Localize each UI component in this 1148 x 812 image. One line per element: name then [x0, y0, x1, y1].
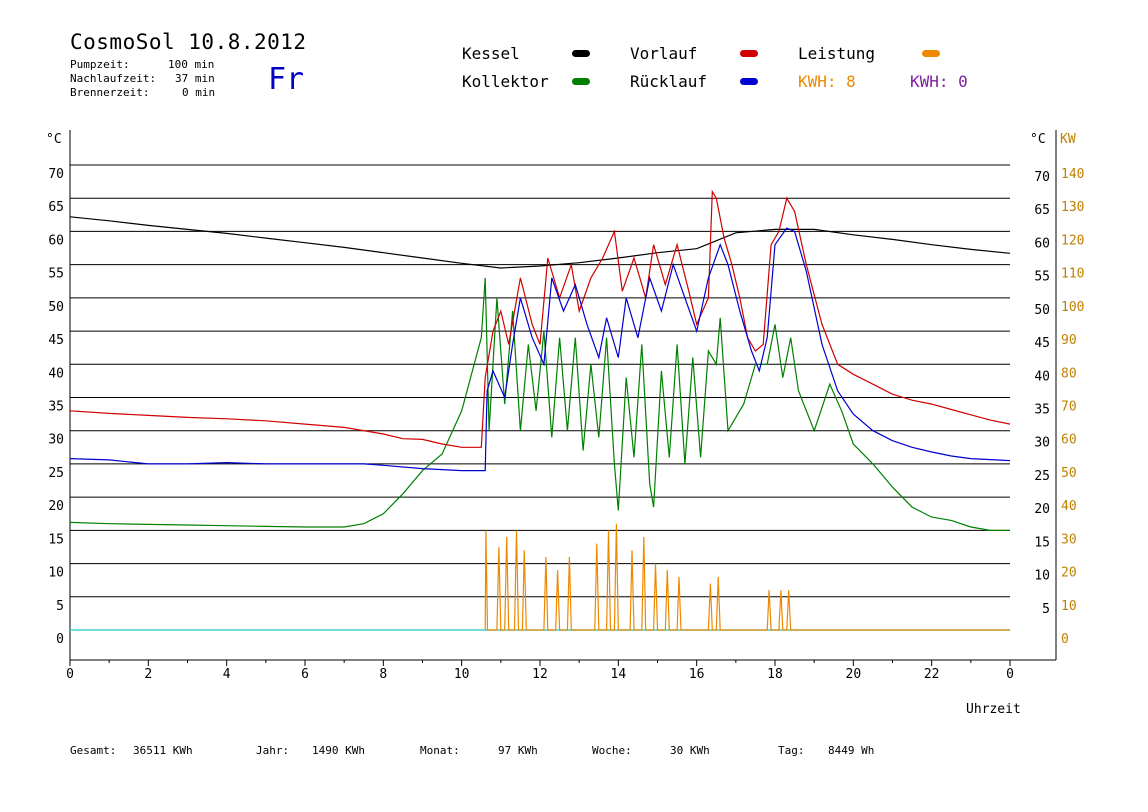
pumpzeit-value: 100 min [168, 58, 215, 71]
y-tick-label-power: 30 [1061, 532, 1077, 547]
series-line-leistung [484, 523, 1010, 631]
y-tick-label-right: 25 [1034, 469, 1050, 484]
legend-kwh-orange: KWH: 8 [798, 72, 856, 91]
x-tick-label: 2 [144, 667, 152, 682]
y-tick-label-right: 15 [1034, 535, 1050, 550]
x-tick-label: 20 [846, 667, 862, 682]
legend-ruecklauf-label: Rücklauf [630, 72, 708, 91]
x-tick-label: 4 [223, 667, 231, 682]
y-tick-label-left: 0 [56, 632, 64, 647]
footer-monat-label: Monat: [420, 744, 460, 757]
chart-title: CosmoSol 10.8.2012 [70, 30, 307, 54]
series-line-ruecklauf [69, 227, 1011, 472]
footer-woche-label: Woche: [592, 744, 632, 757]
series-line-kollektor [69, 277, 1010, 531]
y-tick-label-right: 45 [1034, 336, 1050, 351]
y-tick-label-left: 50 [48, 300, 64, 315]
x-tick-label: 0 [66, 667, 74, 682]
footer-gesamt-value: 36511 KWh [133, 744, 193, 757]
y-tick-label-power: 40 [1061, 499, 1077, 514]
x-tick-label: 22 [924, 667, 940, 682]
footer-monat-value: 97 KWh [498, 744, 538, 757]
legend-vorlauf-label: Vorlauf [630, 44, 698, 63]
x-tick-label: 12 [532, 667, 548, 682]
footer-jahr-value: 1490 KWh [312, 744, 365, 757]
y-tick-label-power: 100 [1061, 300, 1084, 315]
y-tick-label-left: 25 [48, 466, 64, 481]
y-tick-label-power: 20 [1061, 566, 1077, 581]
y-tick-label-power: 60 [1061, 433, 1077, 448]
series-line-kessel [69, 216, 1011, 269]
legend-kollektor-label: Kollektor [462, 72, 549, 91]
y-tick-label-right: 65 [1034, 203, 1050, 218]
y-tick-label-left: 5 [56, 599, 64, 614]
y-tick-label-power: 130 [1061, 200, 1084, 215]
y-tick-label-left: 10 [48, 566, 64, 581]
y-tick-label-right: 70 [1034, 170, 1050, 185]
y-tick-label-left: 30 [48, 433, 64, 448]
weekday-label: Fr [268, 62, 305, 97]
y-tick-label-left: 65 [48, 200, 64, 215]
legend-kessel-swatch [572, 50, 590, 57]
x-tick-label: 14 [611, 667, 627, 682]
y-tick-label-power: 10 [1061, 599, 1077, 614]
footer-woche-value: 30 KWh [670, 744, 710, 757]
footer-gesamt-label: Gesamt: [70, 744, 117, 757]
y-tick-label-power: 110 [1061, 267, 1084, 282]
y-tick-label-right: 10 [1034, 569, 1050, 584]
y-tick-label-right: 55 [1034, 270, 1050, 285]
y-tick-label-right: 50 [1034, 303, 1050, 318]
nachlaufzeit-label: Nachlaufzeit: [70, 72, 157, 85]
series-line-vorlauf [69, 189, 1011, 448]
legend-leistung-swatch [922, 50, 940, 57]
legend-kessel-label: Kessel [462, 44, 520, 63]
legend-kwh-purple: KWH: 0 [910, 72, 968, 91]
y-tick-label-left: 60 [48, 233, 64, 248]
y-tick-label-right: 20 [1034, 502, 1050, 517]
y-right-power-unit: KW [1060, 132, 1076, 147]
x-tick-label: 18 [767, 667, 783, 682]
y-tick-label-power: 120 [1061, 233, 1084, 248]
legend-vorlauf-swatch [740, 50, 758, 57]
legend-ruecklauf-swatch [740, 78, 758, 85]
y-tick-label-power: 70 [1061, 400, 1077, 415]
footer-tag-value: 8449 Wh [828, 744, 875, 757]
y-tick-label-left: 40 [48, 366, 64, 381]
legend-kollektor-swatch [572, 78, 590, 85]
y-tick-label-right: 60 [1034, 236, 1050, 251]
x-tick-label: 10 [454, 667, 470, 682]
y-tick-label-power: 0 [1061, 632, 1069, 647]
brennerzeit-label: Brennerzeit: [70, 86, 150, 99]
nachlaufzeit-value: 37 min [175, 72, 215, 85]
legend-leistung-label: Leistung [798, 44, 876, 63]
y-tick-label-right: 30 [1034, 436, 1050, 451]
y-left-unit: °C [46, 132, 62, 147]
x-tick-label: 6 [301, 667, 309, 682]
x-tick-label: 8 [379, 667, 387, 682]
y-tick-label-left: 35 [48, 400, 64, 415]
footer-tag-label: Tag: [778, 744, 805, 757]
y-tick-label-right: 5 [1042, 602, 1050, 617]
y-tick-label-left: 20 [48, 499, 64, 514]
y-tick-label-power: 140 [1061, 167, 1084, 182]
y-tick-label-left: 45 [48, 333, 64, 348]
x-tick-label: 0 [1006, 667, 1014, 682]
y-tick-label-right: 35 [1034, 403, 1050, 418]
y-tick-label-power: 50 [1061, 466, 1077, 481]
x-tick-label: 16 [689, 667, 705, 682]
brennerzeit-value: 0 min [182, 86, 216, 99]
y-tick-label-right: 40 [1034, 369, 1050, 384]
y-tick-label-left: 70 [48, 167, 64, 182]
y-tick-label-left: 55 [48, 267, 64, 282]
y-tick-label-power: 90 [1061, 333, 1077, 348]
x-axis-label: Uhrzeit [966, 702, 1021, 717]
y-right-temp-unit: °C [1030, 132, 1046, 147]
y-tick-label-power: 80 [1061, 366, 1077, 381]
footer-jahr-label: Jahr: [256, 744, 290, 757]
y-tick-label-left: 15 [48, 532, 64, 547]
pumpzeit-label: Pumpzeit: [70, 58, 130, 71]
